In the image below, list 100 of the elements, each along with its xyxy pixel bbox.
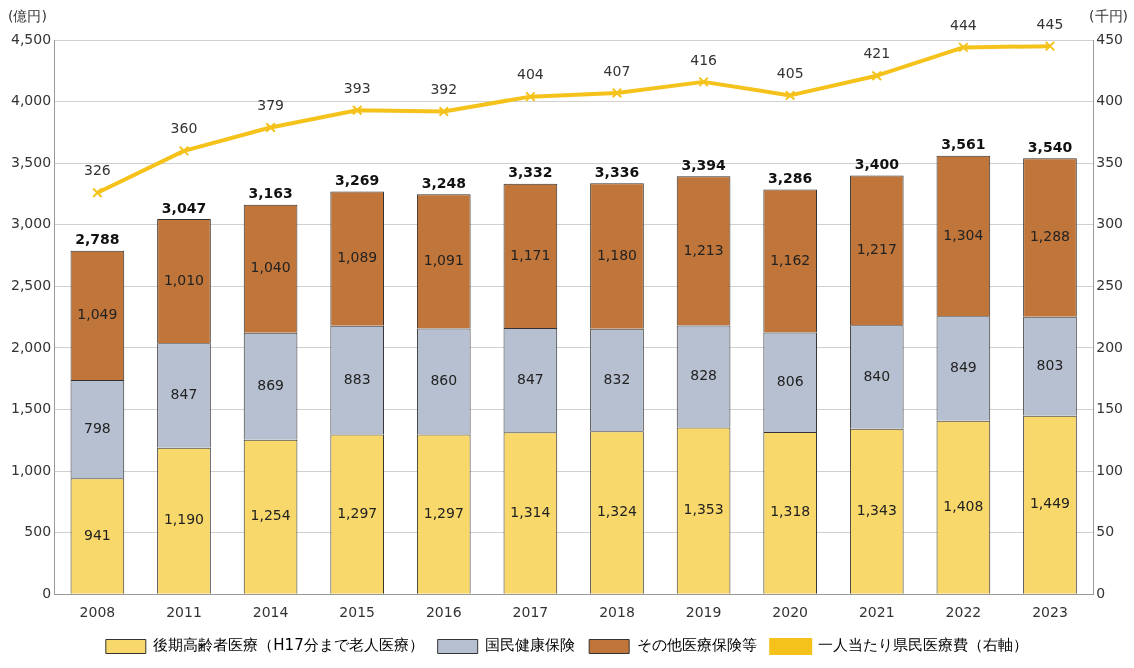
data-label: 1,171 [510, 246, 551, 263]
total-label: 2,788 [75, 231, 120, 248]
data-label: 1,162 [770, 251, 811, 268]
total-label: 3,561 [941, 136, 986, 153]
y-tick-label: 4,000 [10, 92, 52, 109]
data-label: 806 [776, 372, 804, 389]
legend-label: その他医療保険等 [636, 636, 757, 655]
data-label: 883 [343, 370, 371, 387]
data-label: 405 [776, 65, 804, 82]
y-tick-label: 2,500 [10, 276, 52, 293]
data-label: 803 [1036, 356, 1064, 373]
data-label: 360 [170, 120, 198, 137]
data-label: 404 [517, 66, 544, 83]
total-label: 3,400 [854, 156, 900, 173]
point [784, 90, 796, 101]
data-label: 1,040 [250, 259, 291, 276]
data-label: 1,010 [163, 271, 205, 288]
total-label: 3,163 [248, 185, 293, 202]
y-tick-label: 3,000 [10, 215, 52, 232]
x-tick-label: 2020 [772, 604, 808, 621]
legend-label: 国民健康保険 [485, 636, 576, 655]
x-tick-label: 2018 [599, 604, 635, 621]
y-tick-label: 0 [42, 584, 52, 601]
y2-tick-label: 50 [1096, 523, 1115, 540]
data-label: 847 [517, 370, 544, 387]
point [351, 104, 363, 116]
total-label: 3,047 [161, 199, 207, 216]
data-label: 1,449 [1029, 495, 1071, 512]
data-label: 1,190 [163, 511, 205, 528]
x-tick-label: 2008 [79, 604, 116, 621]
total-label: 3,269 [335, 172, 380, 189]
legend-label: 後期高齢者医療（H17分まで老人医療） [153, 636, 424, 655]
data-label: 416 [690, 51, 718, 68]
data-label: 1,318 [770, 503, 811, 520]
data-label: 847 [170, 386, 198, 403]
x-tick-label: 2022 [945, 604, 982, 621]
data-label: 832 [603, 370, 631, 387]
data-label: 1,343 [856, 501, 897, 518]
total-label: 3,540 [1027, 138, 1073, 155]
total-label: 3,248 [421, 174, 466, 191]
point [525, 91, 536, 102]
data-label: 1,408 [943, 497, 984, 514]
total-label: 3,336 [594, 163, 640, 180]
data-label: 828 [690, 367, 717, 384]
data-label: 860 [430, 372, 458, 389]
x-tick-label: 2016 [425, 604, 462, 621]
data-label: 1,297 [423, 504, 464, 521]
y-tick-label: 2,000 [10, 338, 52, 355]
x-tick-label: 2017 [512, 604, 549, 621]
point [1044, 40, 1056, 52]
data-label: 1,091 [423, 252, 464, 269]
data-label: 326 [84, 162, 111, 179]
y2-tick-label: 400 [1096, 92, 1124, 109]
y-tick-label: 3,500 [10, 153, 52, 170]
x-tick-label: 2015 [339, 604, 375, 621]
data-label: 1,314 [510, 503, 551, 520]
total-label: 3,286 [768, 170, 813, 187]
y2-tick-label: 0 [1096, 584, 1106, 601]
y2-tick-label: 200 [1096, 338, 1124, 355]
y-tick-label: 500 [24, 523, 52, 540]
y-axis-title: (億円) [8, 7, 47, 24]
x-tick-label: 2021 [858, 604, 895, 621]
point [958, 42, 969, 53]
point [178, 145, 190, 157]
y2-tick-label: 350 [1096, 153, 1124, 170]
data-label: 1,297 [337, 504, 378, 521]
y2-tick-label: 100 [1096, 461, 1124, 478]
data-label: 1,180 [596, 246, 638, 263]
data-label: 1,353 [683, 501, 724, 518]
point [871, 70, 883, 81]
data-label: 1,089 [337, 249, 378, 266]
x-tick-label: 2014 [252, 604, 289, 621]
y-tick-label: 1,000 [10, 461, 52, 478]
point [611, 87, 623, 99]
data-label: 444 [950, 17, 977, 34]
point [265, 122, 276, 133]
data-label: 1,049 [77, 306, 118, 323]
total-label: 3,332 [508, 164, 553, 181]
data-label: 869 [257, 376, 284, 393]
data-label: 849 [950, 359, 977, 376]
y-tick-label: 1,500 [10, 400, 52, 417]
data-label: 798 [84, 419, 111, 436]
data-label: 1,217 [856, 241, 897, 258]
data-label: 1,288 [1029, 228, 1071, 245]
x-tick-label: 2011 [166, 604, 202, 621]
data-label: 393 [343, 79, 371, 96]
x-tick-label: 2023 [1032, 604, 1068, 621]
total-label: 3,394 [681, 156, 726, 173]
data-label: 1,304 [943, 226, 984, 243]
y2-tick-label: 150 [1096, 400, 1124, 417]
x-tick-label: 2019 [685, 604, 722, 621]
data-label: 840 [863, 367, 891, 384]
point [698, 76, 709, 88]
data-label: 407 [603, 62, 631, 79]
data-label: 445 [1036, 15, 1064, 32]
y2-tick-label: 450 [1096, 30, 1124, 47]
y2-tick-label: 250 [1096, 276, 1124, 293]
data-label: 1,213 [683, 241, 724, 258]
y2-tick-label: 300 [1096, 215, 1124, 232]
data-label: 421 [863, 45, 891, 62]
